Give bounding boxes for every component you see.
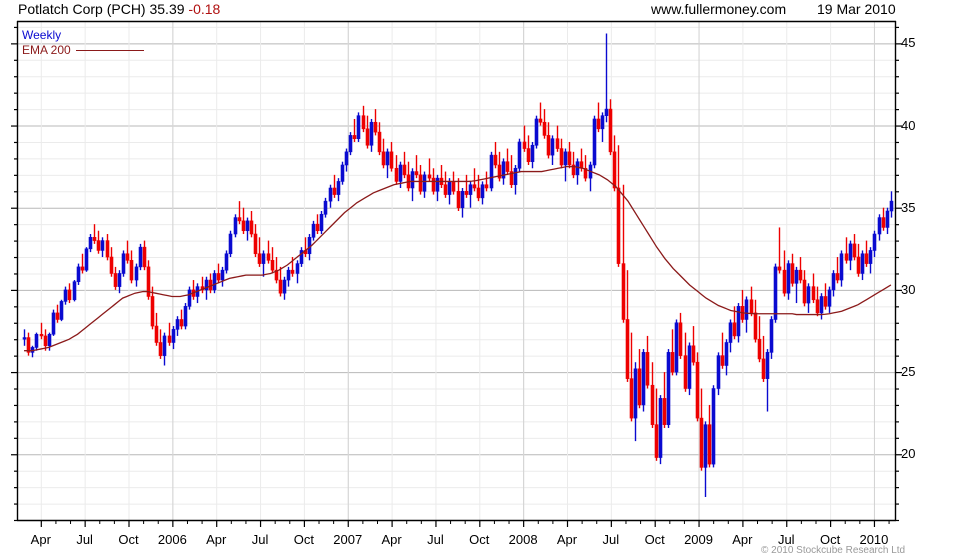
- x-axis-tick-label: Apr: [556, 532, 578, 547]
- x-axis-tick-label: Jul: [76, 532, 93, 547]
- copyright-notice: © 2010 Stockcube Research Ltd: [761, 545, 906, 556]
- legend-series-weekly: Weekly: [22, 28, 62, 42]
- x-axis-tick-label: Apr: [206, 532, 227, 547]
- x-axis-tick-label: Apr: [732, 532, 753, 547]
- y-axis-tick-label: 35: [901, 199, 916, 215]
- x-axis-tick-label: Jul: [777, 532, 795, 547]
- legend-overlay-ema200: EMA 200: [22, 43, 71, 57]
- y-axis-tick-label: 40: [901, 117, 916, 133]
- price-change: -0.18: [188, 1, 221, 17]
- x-axis-tick-label: Oct: [293, 532, 314, 547]
- x-axis-tick-label: Jul: [427, 532, 444, 547]
- x-axis-tick-label: Oct: [469, 532, 490, 547]
- x-axis-tick-label: Jul: [602, 532, 620, 547]
- y-axis-tick-label: 20: [901, 446, 916, 462]
- chart-title: Potlatch Corp (PCH) 35.39 -0.18: [18, 1, 220, 17]
- chart-title-text: Potlatch Corp (PCH) 35.39: [18, 1, 185, 17]
- x-axis-tick-label: 2009: [684, 532, 713, 547]
- legend-ema-line-swatch: [76, 50, 144, 51]
- y-axis-tick-label: 45: [901, 35, 916, 51]
- x-axis-tick-label: 2006: [157, 532, 187, 547]
- y-axis-tick-label: 30: [901, 281, 916, 297]
- x-axis-tick-label: Oct: [644, 532, 665, 547]
- x-axis-tick-label: 2007: [333, 532, 363, 547]
- x-axis-tick-label: 2008: [508, 532, 538, 547]
- y-axis-tick-label: 25: [901, 364, 916, 380]
- x-axis-tick-label: 2010: [859, 532, 889, 547]
- x-axis-tick-label: Jul: [251, 532, 269, 547]
- source-website: www.fullermoney.com: [651, 1, 787, 17]
- x-axis-tick-label: Apr: [381, 532, 402, 547]
- chart-date: 19 Mar 2010: [817, 1, 896, 17]
- x-axis-tick-label: Oct: [118, 532, 139, 547]
- x-axis-tick-label: Oct: [819, 532, 841, 547]
- x-axis-tick-label: Apr: [30, 532, 51, 547]
